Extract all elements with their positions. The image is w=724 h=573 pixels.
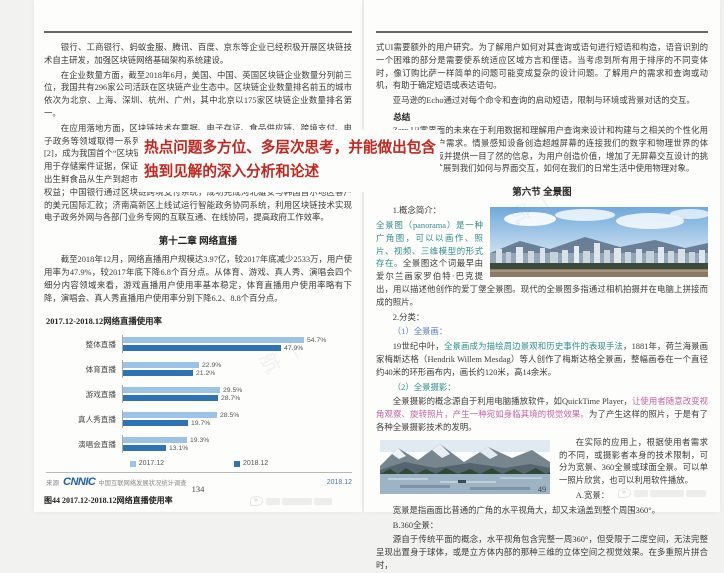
- text-run: 为了产生这样的照片，于是有了各种全景摄影技术的发明。: [376, 410, 709, 432]
- legend-swatch-icon: [234, 460, 240, 467]
- chart-bar-2017.12: [123, 412, 217, 419]
- legend-item: 2017.12: [129, 460, 164, 468]
- source-prefix-label: 来源: [46, 480, 59, 488]
- header-rule: [44, 31, 352, 33]
- chart-value-label: 19.3%: [190, 436, 210, 444]
- left-page: 银行、工商银行、蚂蚁金服、腾讯、百度、京东等企业已经积极开展区块链技术自主研发，…: [34, 0, 440, 512]
- text-run: 全景摄影的概念源自于利用电脑播放软件，如QuickTime Player，: [392, 397, 632, 407]
- chapter-heading: 第十二章 网络直播: [158, 237, 238, 248]
- text-run: 让使用者随意改变视角观察、旋转照片，产生一种宛如身临其境的视觉效果。: [376, 397, 709, 420]
- chart-legend: 2017.12 2018.12: [46, 460, 352, 467]
- chart-source-row: 来源 CNNIC 中国互联网络发展状况统计调查 2018.12: [46, 472, 352, 488]
- chart-category-label: 真人秀直播: [78, 414, 116, 424]
- chart-bar-pair: 28.5% 19.7%: [122, 410, 240, 429]
- header-rule: [376, 31, 708, 33]
- paragraph-360: 源自于传统平面的概念，水平视角包含完整一周360°，但受限于二度空间，无法完整呈…: [376, 535, 708, 570]
- chart-category-label: 体育直播: [85, 364, 116, 374]
- chart-value-label: 29.5%: [223, 386, 243, 394]
- chart-value-label: 47.9%: [284, 344, 304, 352]
- legend-label: 2017.12: [138, 460, 164, 468]
- source-date-label: 2018.12: [326, 478, 352, 486]
- chart-value-label: 54.7%: [307, 336, 327, 344]
- text-run: 全景图（panorama）是一种广角图，可以以画作、照片、视频、三维模型的形式存…: [376, 220, 483, 269]
- paragraph-livestream-stats: 截至2018年12月，网络直播用户规模达3.97亿，较2017年底减少2533万…: [44, 255, 352, 303]
- chart-bar-2017.12: [123, 362, 199, 369]
- text-run: 全景画成为描绘周边景观和历史事件的表现手法: [443, 342, 624, 352]
- chart-bar-row: 整体直播 54.7% 47.9%: [46, 335, 352, 354]
- chart-bar-2018.12: [123, 370, 193, 377]
- chart-value-label: 22.9%: [202, 361, 222, 369]
- label-360: B.360全景：: [392, 520, 439, 530]
- chart-bar-row: 演唱会直播 19.3% 13.1%: [46, 435, 352, 454]
- paragraph-practical-use: 在实际的应用上，根据使用者需求的不同，或摄影者本身的技术限制，可分为宽景、360…: [559, 437, 708, 486]
- summary-subhead: 总结: [393, 111, 411, 122]
- city-panorama-image: [490, 207, 708, 278]
- chart-bar-2017.12: [123, 387, 220, 394]
- chart-bar-pair: 22.9% 21.2%: [122, 360, 222, 379]
- panorama-intro-block: 1.概念简介： 全景图（panorama）是一种广角图，可以以画作、照片、视频、…: [376, 205, 708, 311]
- wide-view-label: A.宽景：: [575, 490, 610, 500]
- chart-bar-row: 游戏直播 29.5% 28.7%: [46, 385, 352, 404]
- right-page-number: 49: [537, 484, 547, 494]
- chart-bar-2017.12: [123, 437, 187, 444]
- legend-item: 2018.12: [234, 460, 268, 467]
- text-run: ，1881年，荷兰海景画家梅斯达格（Hendrik Willem Mesdag）…: [376, 342, 709, 377]
- chart-category-label: 演唱会直播: [78, 439, 116, 449]
- paragraph-panorama-painting: 19世纪中叶，全景画成为描绘周边景观和历史事件的表现手法，1881年，荷兰海景画…: [376, 341, 708, 379]
- text-run: 现代的全景图多指通过相机拍摄并在电脑上拼接而成的照片。: [376, 284, 709, 307]
- weibo-eye-icon: [618, 488, 631, 498]
- practice-block: 在实际的应用上，根据使用者需求的不同，或摄影者本身的技术限制，可分为宽景、360…: [376, 437, 708, 505]
- red-annotation-overlay: 热点问题多方位、多层次思考，并能做出包含独到见解的深入分析和论述: [138, 130, 440, 192]
- class2-label: （2）全景摄影：: [392, 382, 456, 392]
- chart-value-label: 21.2%: [196, 369, 216, 377]
- scanned-book-spread: { "page_left": { "paragraphs": [ "银行、工商银…: [34, 0, 720, 570]
- paragraph-wide-view: 宽景是指画面比普通的广角的水平视角大，却又未涵盖到整个周围360°。: [392, 505, 660, 515]
- class1-label: （1）全景画：: [392, 327, 448, 337]
- paragraph-blockchain-research: 银行、工商银行、蚂蚁金服、腾讯、百度、京东等企业已经积极开展区块链技术自主研发，…: [44, 43, 352, 65]
- section-heading: 第六节 全景图: [512, 188, 572, 199]
- text-run: 19世纪中叶，: [392, 342, 444, 352]
- classification-label: 2.分类：: [392, 312, 425, 322]
- weibo-eye-icon: [250, 496, 263, 506]
- chart-bar-pair: 54.7% 47.9%: [122, 335, 327, 354]
- right-page: 式UI需要额外的用户研究。为了解用户如何对其查询或语句进行短语和构造，语音识别的…: [364, 0, 720, 570]
- source-survey-label: 中国互联网络发展状况统计调查: [98, 479, 187, 487]
- cnnic-logo: CNNIC: [63, 476, 96, 489]
- chart-bar-2018.12: [123, 445, 166, 452]
- chart-bar-2018.12: [123, 395, 218, 402]
- chart-bar-pair: 19.3% 13.1%: [122, 435, 210, 454]
- livestream-usage-chart: 整体直播 54.7% 47.9% 体育直播 22.9% 21.2% 游戏直播 29.5% 28.…: [46, 335, 352, 488]
- mountain-lake-image: [380, 439, 550, 494]
- chart-bar-pair: 29.5% 28.7%: [122, 385, 243, 404]
- paragraph-panorama-intro: 全景图（panorama）是一种广角图，可以以画作、照片、视频、三维模型的形式存…: [376, 220, 708, 310]
- chart-bar-row: 真人秀直播 28.5% 19.7%: [46, 410, 352, 429]
- legend-label: 2018.12: [243, 460, 269, 468]
- chart-category-label: 整体直播: [85, 339, 116, 349]
- paragraph-amazon-echo: 亚马逊的Echo通过对每个命令和查询的启动短语，限制与环境或背景对话的交互。: [392, 96, 695, 106]
- paragraph-zero-ui-summary: Zero UI零界面的未来在于利用数据和理解用户查询来设计和构建与之相关的个性化…: [376, 125, 708, 174]
- figure-caption: 图44 2017.12-2018.12网络直播使用率: [44, 496, 173, 506]
- chart-value-label: 13.1%: [169, 444, 189, 452]
- legend-swatch-icon: [129, 460, 136, 467]
- chart-category-label: 游戏直播: [85, 389, 116, 399]
- chart-bar-2017.12: [123, 337, 304, 344]
- chart-value-label: 19.7%: [191, 419, 211, 427]
- paragraph-voice-ui: 式UI需要额外的用户研究。为了解用户如何对其查询或语句进行短语和构造，语音识别的…: [376, 43, 708, 91]
- chart-value-label: 28.7%: [221, 394, 241, 402]
- chart-bar-row: 体育直播 22.9% 21.2%: [46, 360, 352, 379]
- weibo-watermark: [618, 488, 708, 498]
- chart-bars: 整体直播 54.7% 47.9% 体育直播 22.9% 21.2% 游戏直播 29.5% 28.…: [46, 335, 352, 454]
- chart-bar-2018.12: [123, 345, 281, 352]
- weibo-watermark: [250, 496, 334, 506]
- left-page-number: 134: [191, 484, 205, 494]
- intro-label: 1.概念简介：: [392, 206, 441, 216]
- chart-bar-2018.12: [123, 420, 188, 427]
- text-run: 全景图这个词最早由爱尔兰画家罗伯特·巴克提出，用以描述他创作的爱丁堡全景图。: [376, 259, 521, 294]
- chart-value-label: 28.5%: [220, 411, 240, 419]
- paragraph-panorama-photography: 全景摄影的概念源自于利用电脑播放软件，如QuickTime Player，让使用…: [376, 396, 708, 434]
- paragraph-enterprise-count: 在企业数量方面，截至2018年6月，美国、中国、英国区块链企业数量分列前三位，我…: [44, 70, 352, 118]
- chart-title: 2017.12-2018.12网络直播使用率: [46, 317, 162, 327]
